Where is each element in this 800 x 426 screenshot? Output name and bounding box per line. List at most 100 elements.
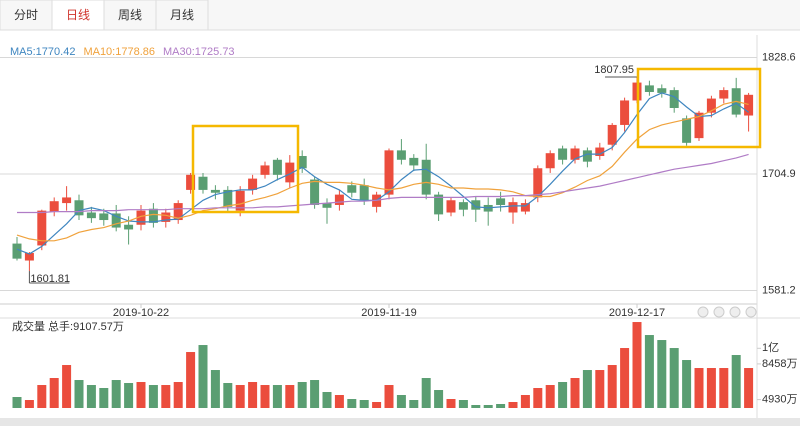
volume-title: 成交量 总手:9107.57万 — [12, 319, 124, 333]
candle-body — [558, 148, 568, 160]
volume-bar — [719, 368, 729, 408]
candle-body — [570, 148, 580, 160]
candle-body — [173, 203, 183, 221]
candle-body — [148, 208, 158, 223]
low-label: 1601.81 — [30, 273, 70, 285]
candle-body — [620, 100, 630, 125]
tab-label[interactable]: 周线 — [118, 8, 142, 22]
volume-bar — [508, 402, 518, 408]
candle-body — [297, 156, 307, 169]
volume-bar — [223, 383, 233, 408]
volume-bar — [644, 335, 654, 408]
volume-bar — [607, 365, 617, 408]
volume-tick-label: 1亿 — [762, 341, 779, 354]
candle-body — [310, 179, 320, 205]
volume-bar — [595, 370, 605, 408]
candle-body — [86, 212, 96, 219]
volume-bar — [322, 392, 332, 408]
candle-body — [434, 194, 444, 215]
candle-body — [545, 153, 555, 169]
volume-tick-label: 8458万 — [762, 358, 797, 370]
volume-bar — [37, 385, 47, 408]
volume-bar — [235, 385, 245, 408]
legend-entry: MA10:1778.86 — [83, 46, 155, 58]
volume-bar — [136, 382, 146, 408]
zoom-btn[interactable] — [713, 306, 725, 318]
ma-line — [17, 153, 749, 214]
volume-bar — [458, 400, 468, 408]
candle-body — [644, 85, 654, 92]
volume-bar — [161, 385, 171, 408]
highlight-box — [191, 124, 300, 214]
high-label: 1807.95 — [594, 64, 634, 76]
tab-label[interactable]: 日线 — [66, 8, 90, 22]
candle-body — [12, 243, 22, 259]
volume-bar — [347, 399, 357, 408]
zoom-controls[interactable] — [697, 306, 757, 318]
volume-bar — [248, 382, 258, 408]
volume-bar — [210, 370, 220, 408]
volume-bar — [409, 400, 419, 408]
volume-bar — [359, 400, 369, 408]
volume-bar — [310, 380, 320, 408]
candle-body — [37, 210, 47, 246]
candle-body — [223, 189, 233, 207]
volume-bar — [99, 388, 109, 408]
scrollbar[interactable] — [0, 418, 800, 426]
candle-body — [24, 252, 34, 261]
candle-body — [322, 203, 332, 208]
candle-body — [409, 157, 419, 166]
volume-bar — [471, 405, 481, 408]
volume-bar — [272, 385, 282, 408]
tab-label[interactable]: 月线 — [170, 8, 194, 22]
volume-bar — [111, 380, 121, 408]
legend-entry: MA30:1725.73 — [163, 46, 235, 58]
volume-bar — [483, 405, 493, 408]
volume-bar — [372, 402, 382, 408]
volume-bar — [186, 352, 196, 408]
volume-bar — [24, 400, 34, 408]
tab[interactable] — [51, 0, 105, 31]
candle-body — [334, 194, 344, 205]
volume-bar — [396, 395, 406, 408]
candle-body — [272, 159, 282, 175]
candle-body — [74, 200, 84, 216]
volume-bar — [12, 397, 22, 408]
ma-line — [16, 92, 749, 255]
candle-body — [595, 147, 605, 157]
y-tick-label: 1704.9 — [762, 168, 796, 180]
volume-bar — [657, 340, 667, 408]
y-tick-label: 1828.6 — [762, 51, 796, 63]
candle-body — [62, 197, 72, 204]
volume-bar — [384, 385, 394, 408]
zoom-btn[interactable] — [697, 306, 709, 318]
zoom-btn[interactable] — [729, 306, 741, 318]
volume-bar — [496, 404, 506, 408]
candle-body — [248, 178, 258, 190]
y-tick-label: 1581.2 — [762, 284, 796, 296]
candle-body — [669, 90, 679, 108]
volume-bar — [582, 370, 592, 408]
volume-bar — [632, 322, 642, 408]
candle-body — [136, 210, 146, 225]
candle-body — [359, 185, 369, 201]
volume-bar — [570, 378, 580, 408]
volume-bar — [434, 390, 444, 408]
zoom-btn[interactable] — [745, 306, 757, 318]
tab[interactable] — [155, 0, 209, 31]
candle-body — [99, 213, 109, 221]
volume-bar — [520, 395, 530, 408]
candle-body — [508, 202, 518, 213]
volume-bar — [669, 348, 679, 408]
volume-bar — [86, 385, 96, 408]
volume-bar — [148, 385, 158, 408]
tab-label[interactable]: 分时 — [14, 8, 38, 22]
volume-bar — [558, 382, 568, 408]
x-tick-label: 2019-11-19 — [361, 307, 416, 319]
volume-bar — [285, 385, 295, 408]
candle-body — [384, 150, 394, 195]
x-tick-label: 2019-12-17 — [609, 307, 665, 319]
volume-bar — [446, 399, 456, 408]
legend-entry: MA5:1770.42 — [10, 46, 75, 58]
